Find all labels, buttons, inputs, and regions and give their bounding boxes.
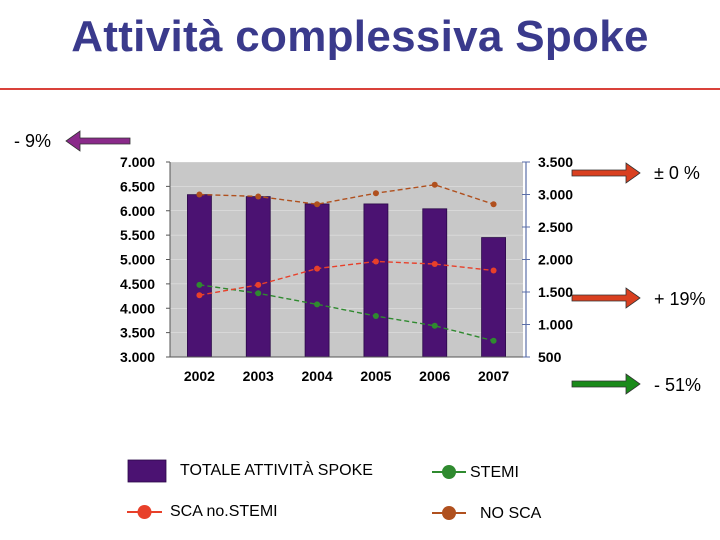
change-label-bars: - 9% xyxy=(14,131,51,151)
legend-swatch-sca-nostemi xyxy=(127,505,162,519)
data-point xyxy=(255,290,262,297)
change-label-sca-nostemi: + 19% xyxy=(654,289,706,309)
x-tick-label: 2003 xyxy=(243,368,274,384)
legend-marker xyxy=(442,506,456,520)
data-point xyxy=(372,190,379,197)
legend-marker xyxy=(442,465,456,479)
arrow-shape xyxy=(571,373,641,395)
right-tick-label: 1.500 xyxy=(538,284,573,300)
arrow-shape xyxy=(65,130,131,152)
x-tick-label: 2006 xyxy=(419,368,450,384)
right-tick-label: 2.000 xyxy=(538,252,573,268)
arrow-no-sca xyxy=(571,162,641,184)
right-tick-label: 2.500 xyxy=(538,219,573,235)
page-title: Attività complessiva Spoke xyxy=(71,12,649,61)
change-label-no-sca: ± 0 % xyxy=(654,163,700,183)
data-point xyxy=(255,281,262,288)
arrow-bars xyxy=(65,130,131,152)
legend-label-no-sca: NO SCA xyxy=(480,505,542,522)
bar xyxy=(187,194,212,358)
series-line xyxy=(199,184,494,205)
left-tick-label: 6.000 xyxy=(120,203,155,219)
legend-label-stemi: STEMI xyxy=(470,464,519,481)
legend-swatch-no-sca xyxy=(432,506,466,520)
data-point xyxy=(314,301,321,308)
bar xyxy=(304,203,330,358)
change-label-stemi: - 51% xyxy=(654,375,701,395)
legend-label-sca-nostemi: SCA no.STEMI xyxy=(170,503,278,520)
left-tick-label: 3.000 xyxy=(120,349,155,365)
data-point xyxy=(490,337,497,344)
legend-label-bars: TOTALE ATTIVITÀ SPOKE xyxy=(180,462,373,479)
data-point xyxy=(314,265,321,272)
data-point xyxy=(490,201,497,208)
series-line xyxy=(199,260,494,296)
left-tick-label: 6.500 xyxy=(120,178,155,194)
data-point xyxy=(255,193,262,200)
series-line xyxy=(199,284,494,342)
legend-swatch-bars xyxy=(127,459,167,483)
x-tick-label: 2007 xyxy=(478,368,509,384)
legend-swatch-stemi xyxy=(432,465,466,479)
right-tick-label: 3.500 xyxy=(538,154,573,170)
data-point xyxy=(372,258,379,265)
arrow-shape xyxy=(571,162,641,184)
data-point xyxy=(196,292,203,299)
data-point xyxy=(196,281,203,288)
left-tick-label: 5.000 xyxy=(120,252,155,268)
right-tick-label: 1.000 xyxy=(538,317,573,333)
arrow-shape xyxy=(571,287,641,309)
data-point xyxy=(372,313,379,320)
left-tick-label: 7.000 xyxy=(120,154,155,170)
data-point xyxy=(196,191,203,198)
arrow-sca-nostemi xyxy=(571,287,641,309)
legend-marker xyxy=(137,505,152,519)
left-tick-label: 4.500 xyxy=(120,276,155,292)
data-point xyxy=(431,261,438,268)
x-tick-label: 2004 xyxy=(302,368,333,384)
left-tick-label: 5.500 xyxy=(120,227,155,243)
data-point xyxy=(314,201,321,208)
data-point xyxy=(431,181,438,188)
bar xyxy=(422,208,448,358)
right-tick-label: 500 xyxy=(538,349,562,365)
left-tick-label: 4.000 xyxy=(120,300,155,316)
right-tick-label: 3.000 xyxy=(538,187,573,203)
x-tick-label: 2002 xyxy=(184,368,215,384)
bar xyxy=(245,196,271,358)
bar xyxy=(481,237,506,358)
x-tick-label: 2005 xyxy=(360,368,391,384)
data-point xyxy=(490,267,497,274)
arrow-stemi xyxy=(571,373,641,395)
data-point xyxy=(431,322,438,329)
left-tick-label: 3.500 xyxy=(120,325,155,341)
title-divider xyxy=(0,88,720,90)
bar xyxy=(363,203,389,358)
